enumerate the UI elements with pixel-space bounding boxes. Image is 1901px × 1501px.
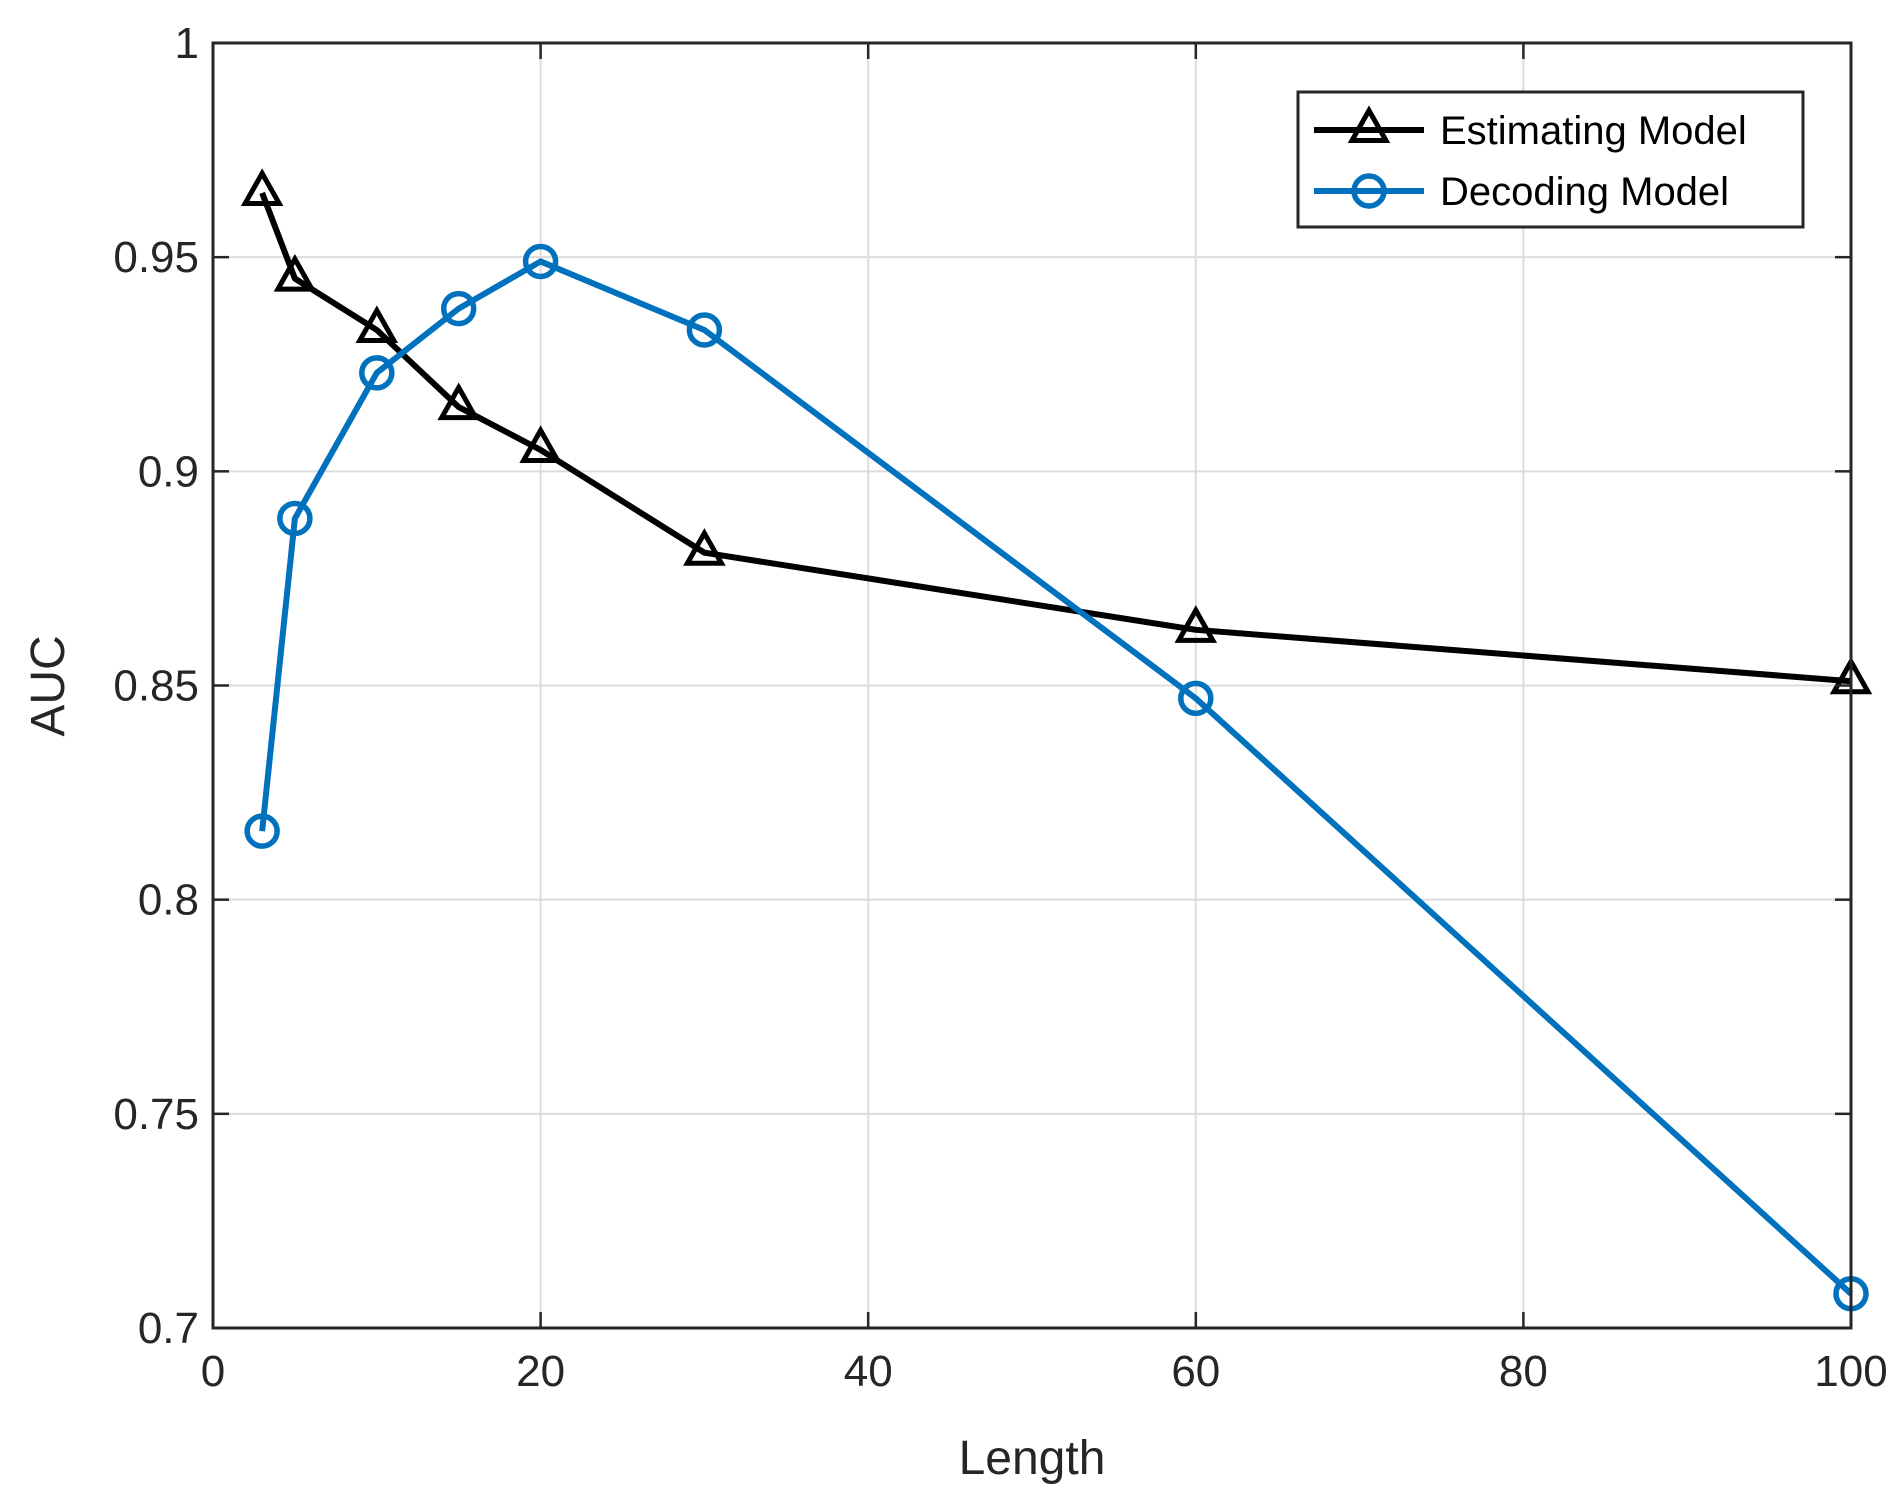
legend-marker (1351, 173, 1387, 209)
data-point (277, 500, 313, 537)
x-tick-label: 80 (1499, 1347, 1548, 1396)
y-tick-label: 0.9 (138, 447, 199, 496)
y-tick-label: 0.75 (113, 1090, 199, 1139)
data-point (519, 425, 562, 463)
y-tick-label: 0.7 (138, 1304, 199, 1353)
y-tick-label: 0.85 (113, 662, 199, 711)
data-point (273, 253, 317, 292)
legend-box (1296, 90, 1805, 229)
data-point (683, 528, 726, 566)
x-tick-label: 20 (516, 1347, 565, 1396)
data-point (355, 305, 399, 344)
x-tick-label: 60 (1171, 1347, 1220, 1396)
legend-label: Estimating Model (1440, 109, 1747, 153)
x-tick-label: 100 (1814, 1347, 1887, 1396)
y-tick-label: 1 (175, 19, 199, 68)
data-point (240, 168, 284, 206)
ticks: 0 20 40 60 80 100 0.7 0.75 0.8 0.85 0.9 0.95 1 (113, 19, 1887, 1396)
x-tick-label: 0 (201, 1347, 225, 1396)
y-tick-label: 0.95 (113, 233, 199, 282)
y-axis-title: AUC (22, 635, 75, 736)
legend-label: Decoding Model (1440, 170, 1729, 214)
legend-marker (1347, 105, 1391, 144)
data-point (1178, 680, 1214, 717)
series-layer (240, 168, 1873, 1312)
data-point (437, 382, 480, 421)
series-line-1 (259, 258, 1854, 1296)
data-point (440, 290, 477, 327)
legend: Estimating Model Decoding Model (1296, 90, 1805, 229)
series-0 (240, 168, 1873, 695)
y-tick-label: 0.8 (138, 876, 199, 925)
x-tick-label: 40 (844, 1347, 893, 1396)
grid (213, 43, 1851, 1328)
x-axis-title: Length (959, 1432, 1106, 1485)
data-point (522, 243, 559, 280)
data-point (1174, 605, 1218, 643)
data-point (359, 355, 395, 391)
data-point (686, 312, 723, 348)
data-point (244, 813, 280, 849)
series-1 (244, 243, 1869, 1312)
